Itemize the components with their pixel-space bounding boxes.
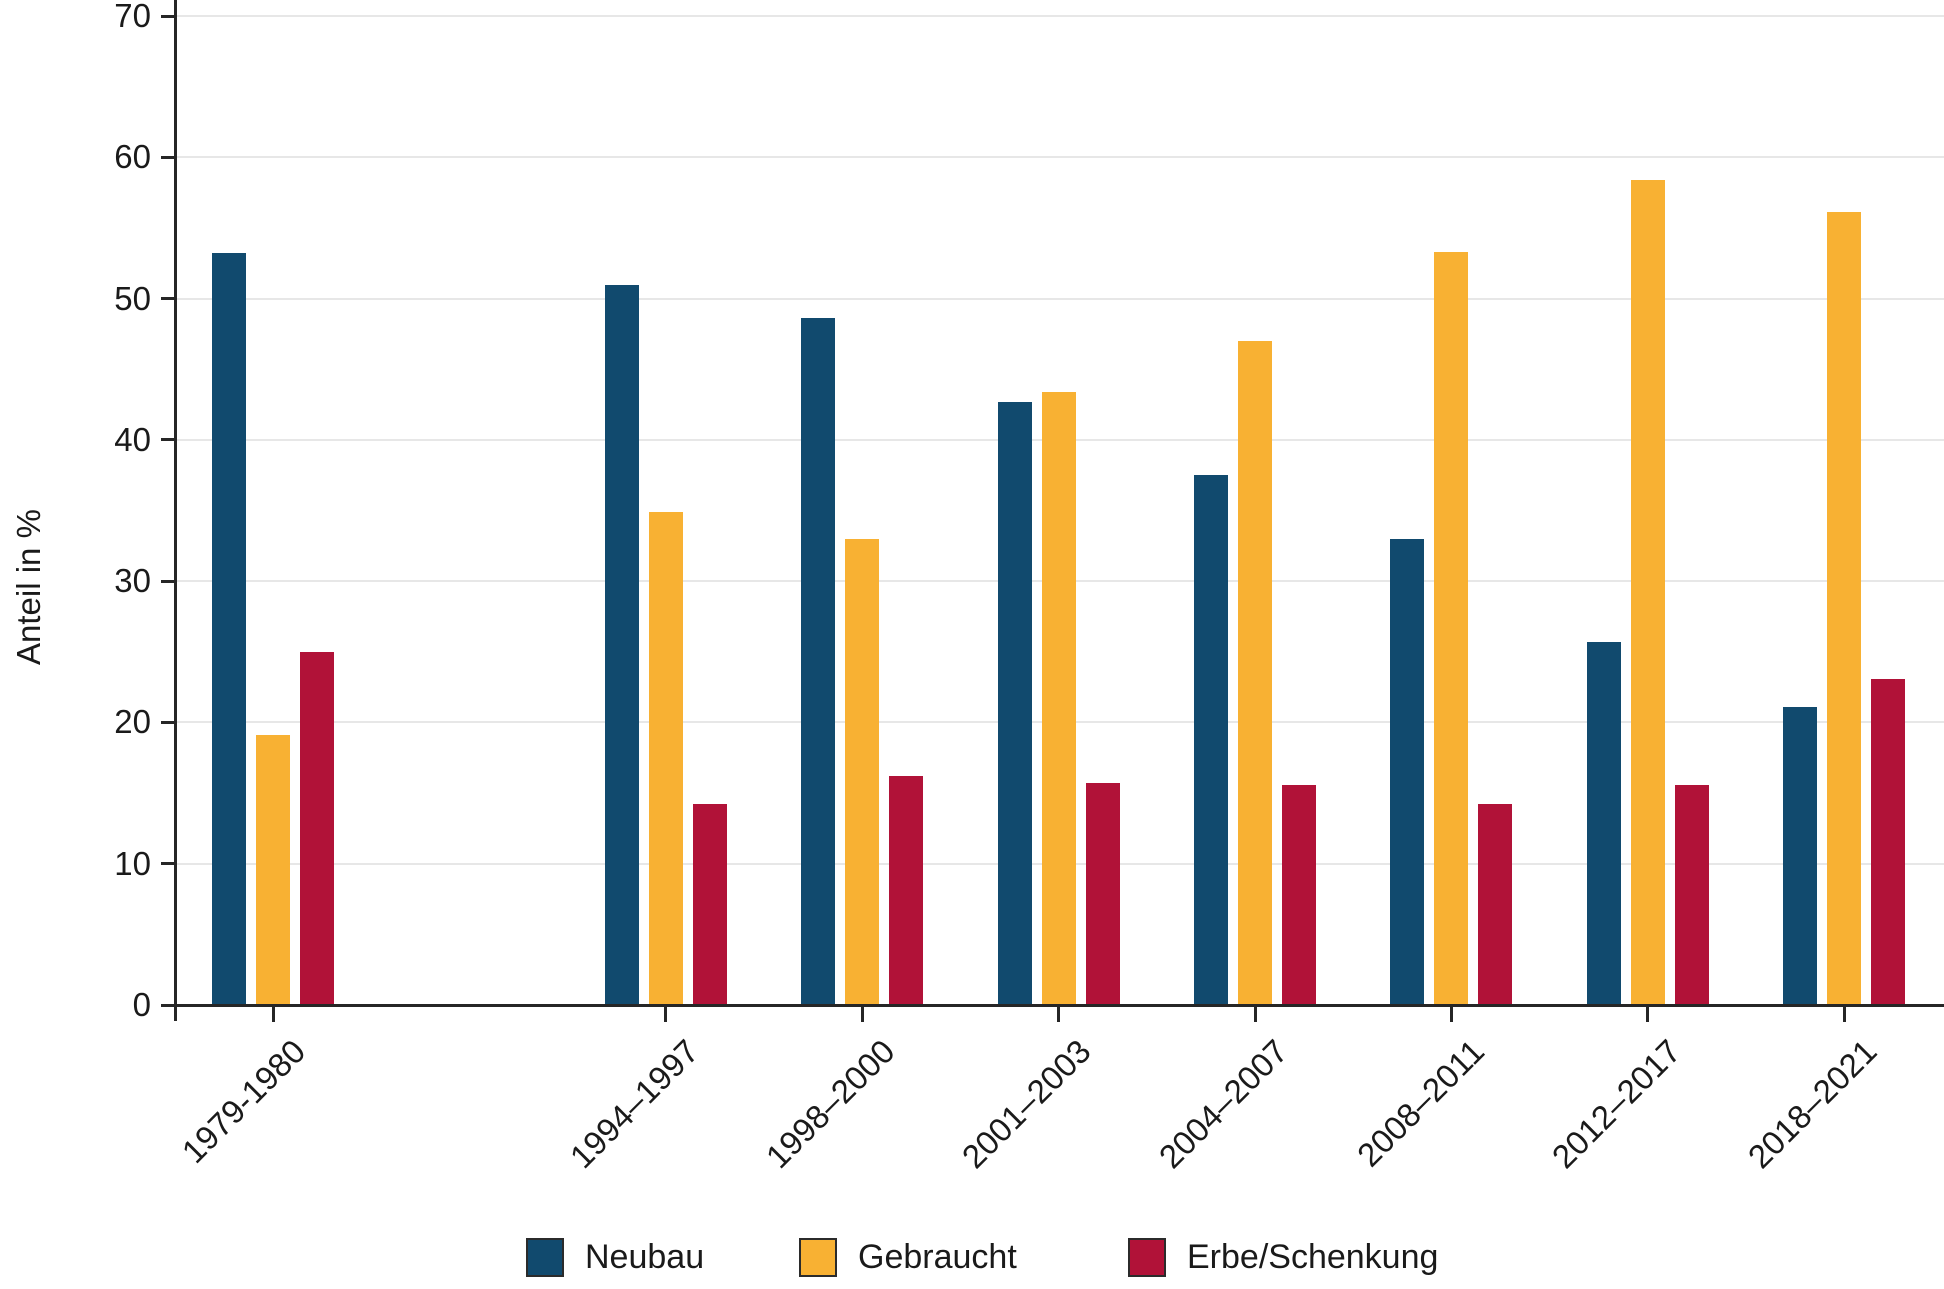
x-tick-label-3: 1998–2000 (758, 1032, 902, 1176)
y-tick-mark-70 (161, 14, 175, 18)
legend-item-neubau: Neubau (526, 1238, 704, 1277)
x-tick-mark-1 (271, 1006, 275, 1022)
bar-erbe-schenkung-6 (1478, 804, 1513, 1005)
bar-neubau-6 (1390, 538, 1425, 1005)
y-axis-line (173, 0, 177, 1021)
x-tick-label-5: 2004–2007 (1151, 1032, 1295, 1176)
bar-erbe-schenkung-3 (889, 776, 924, 1005)
y-tick-mark-30 (161, 579, 175, 583)
legend-swatch-icon (799, 1238, 837, 1277)
legend-swatch-icon (1128, 1238, 1166, 1277)
bar-neubau-1 (212, 253, 246, 1005)
bar-erbe-schenkung-5 (1282, 784, 1316, 1005)
x-tick-label-4: 2001–2003 (955, 1032, 1099, 1176)
bar-gebraucht-2 (648, 511, 683, 1005)
bar-gebraucht-5 (1238, 341, 1272, 1005)
x-tick-mark-2 (664, 1006, 668, 1022)
legend-item-gebraucht: Gebraucht (799, 1238, 1017, 1277)
bar-erbe-schenkung-8 (1871, 678, 1906, 1005)
bar-neubau-4 (997, 401, 1032, 1005)
bar-gebraucht-7 (1630, 179, 1665, 1005)
legend-label: Erbe/Schenkung (1187, 1238, 1439, 1276)
bar-gebraucht-1 (256, 735, 290, 1005)
bar-neubau-8 (1783, 706, 1818, 1005)
y-axis-title: Anteil in % (10, 509, 47, 665)
y-tick-label-60: 60 (114, 138, 151, 176)
bar-neubau-3 (801, 318, 836, 1005)
y-tick-mark-10 (161, 862, 175, 866)
y-tick-mark-20 (161, 720, 175, 724)
bar-gebraucht-6 (1434, 252, 1469, 1005)
y-tick-mark-50 (161, 297, 175, 301)
bar-erbe-schenkung-4 (1085, 783, 1120, 1005)
y-tick-label-40: 40 (114, 420, 151, 458)
gridline-50 (175, 297, 1944, 300)
y-tick-mark-40 (161, 438, 175, 442)
x-tick-label-8: 2018–2021 (1740, 1032, 1884, 1176)
y-tick-label-50: 50 (114, 279, 151, 317)
y-tick-label-10: 10 (114, 844, 151, 882)
x-tick-mark-7 (1646, 1006, 1650, 1022)
y-tick-mark-60 (161, 155, 175, 159)
bar-gebraucht-8 (1827, 212, 1862, 1005)
y-tick-label-0: 0 (132, 986, 151, 1023)
x-tick-label-2: 1994–1997 (562, 1032, 706, 1176)
bar-gebraucht-4 (1041, 391, 1076, 1005)
x-tick-label-6: 2008–2011 (1349, 1032, 1491, 1174)
bar-erbe-schenkung-7 (1674, 784, 1709, 1005)
legend-item-erbe-schenkung: Erbe/Schenkung (1128, 1238, 1438, 1277)
gridline-60 (175, 156, 1944, 159)
gridline-70 (175, 15, 1944, 18)
x-tick-mark-3 (860, 1006, 864, 1022)
y-tick-label-70: 70 (114, 0, 151, 35)
legend-label: Neubau (585, 1238, 705, 1276)
x-tick-mark-4 (1057, 1006, 1061, 1022)
bar-erbe-schenkung-1 (300, 651, 334, 1005)
x-tick-mark-5 (1253, 1006, 1257, 1022)
x-tick-mark-6 (1449, 1006, 1453, 1022)
y-tick-label-30: 30 (114, 562, 151, 600)
legend-label: Gebraucht (858, 1238, 1017, 1276)
legend-swatch-icon (526, 1238, 564, 1277)
bar-neubau-7 (1586, 641, 1621, 1005)
bar-neubau-5 (1194, 475, 1228, 1005)
bar-erbe-schenkung-2 (692, 804, 727, 1005)
bar-gebraucht-3 (845, 538, 880, 1005)
y-tick-label-20: 20 (114, 703, 151, 741)
y-tick-mark-0 (161, 1003, 175, 1007)
bar-neubau-2 (604, 284, 639, 1005)
x-tick-mark-8 (1842, 1006, 1846, 1022)
x-axis-line (173, 1003, 1944, 1007)
x-tick-label-7: 2012–2017 (1544, 1032, 1688, 1176)
x-tick-label-1: 1979-1980 (174, 1032, 313, 1171)
